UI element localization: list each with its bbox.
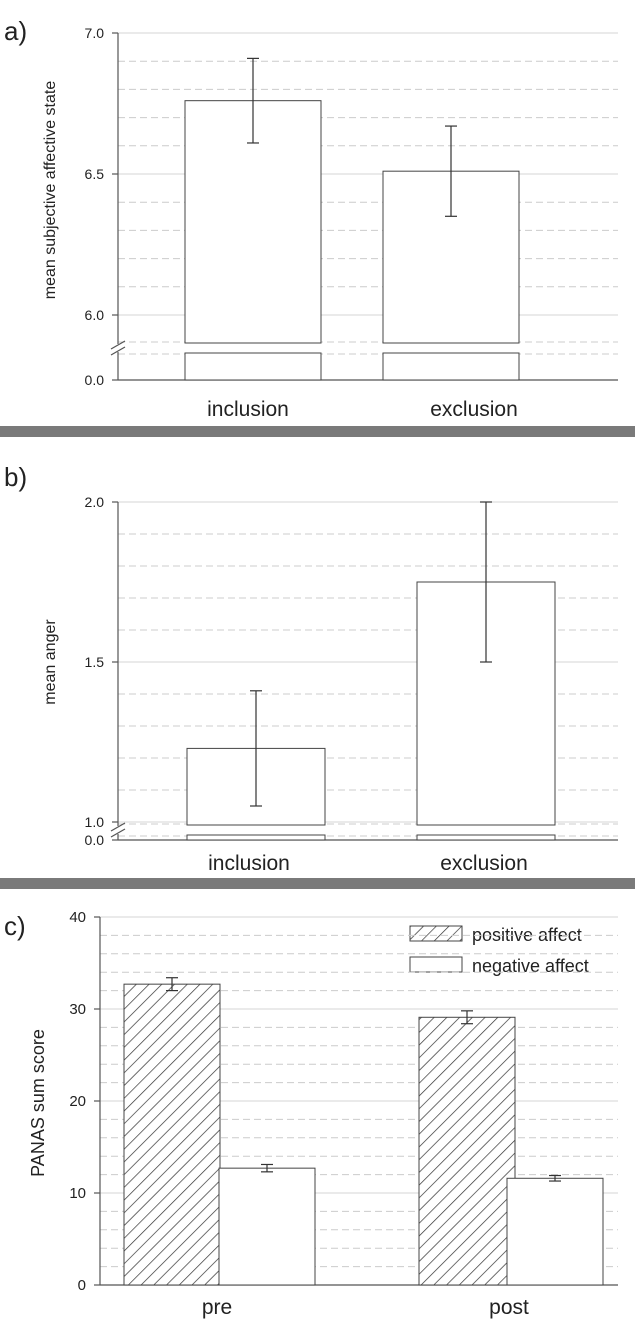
panel-c-letter: c) <box>4 911 26 941</box>
panel-b-y-tick-label: 2.0 <box>85 494 105 510</box>
panel-a-x-label-exclusion: exclusion <box>430 398 518 421</box>
panel-b-y-tick-label: 0.0 <box>85 832 105 848</box>
separator-bar-bottom <box>0 878 635 889</box>
panel-c-y-tick-label: 30 <box>69 1001 86 1018</box>
legend-swatch-positive-affect <box>409 925 463 942</box>
panel-c-bar-post-positive-affect <box>418 1016 516 1286</box>
panel-b-axis-break-mark <box>110 828 126 838</box>
panel-a-y-tick-label: 7.0 <box>85 25 105 41</box>
panel-b-letter: b) <box>4 462 27 492</box>
panel-a-axis-break-gap <box>110 344 126 352</box>
panel-c-y-axis-label: PANAS sum score <box>28 1029 48 1177</box>
panel-c-x-label-post: post <box>489 1296 529 1319</box>
panel-b-y-axis-label: mean anger <box>42 619 59 705</box>
panel-a-y-tick-label: 6.0 <box>85 307 105 323</box>
panel-b-axis-break-mark <box>110 822 126 832</box>
panel-c-bar-post-negative-affect <box>506 1177 604 1286</box>
panel-c-y-tick-label: 10 <box>69 1185 86 1202</box>
panel-c-y-tick-label: 20 <box>69 1093 86 1110</box>
legend-swatch-negative-affect <box>409 956 463 973</box>
panel-b-bar-exclusion-break-gap <box>416 826 556 834</box>
panel-b-y-tick-label: 1.5 <box>85 654 105 670</box>
panel-b-y-tick-label: 1.0 <box>85 814 105 830</box>
panel-a-bar-inclusion-break-gap <box>184 344 322 352</box>
panel-a-x-label-inclusion: inclusion <box>207 398 289 421</box>
panel-a-letter: a) <box>4 16 27 46</box>
legend-label-positive-affect: positive affect <box>472 925 582 945</box>
panel-c-bar-pre-negative-affect <box>218 1167 316 1286</box>
separator-bar-top <box>0 426 635 437</box>
panel-a-bar-inclusion-base <box>184 352 322 381</box>
panel-c-y-tick-label: 40 <box>69 909 86 926</box>
panel-c-y-tick-label: 0 <box>78 1277 86 1294</box>
panel-a-bar-exclusion-break-gap <box>382 344 520 352</box>
legend-label-negative-affect: negative affect <box>472 956 589 976</box>
panel-c-x-label-pre: pre <box>202 1296 232 1319</box>
panel-a-y-axis-label: mean subjective affective state <box>42 81 59 300</box>
panel-c-bar-pre-positive-affect <box>123 983 221 1286</box>
panel-a-y-tick-label: 0.0 <box>85 372 105 388</box>
panel-a-y-tick-label: 6.5 <box>85 166 105 182</box>
legend: positive affect negative affect <box>409 925 589 976</box>
panel-b-x-label-exclusion: exclusion <box>440 852 528 875</box>
panel-a-axis-break-mark <box>110 340 126 350</box>
panel-a-axis-break-mark <box>110 346 126 356</box>
panel-b-bar-exclusion-base <box>416 834 556 841</box>
panel-b-bar-inclusion-break-gap <box>186 826 326 834</box>
panel-a-bar-exclusion-base <box>382 352 520 381</box>
panel-b-axis-break-gap <box>110 826 126 834</box>
panel-b-x-label-inclusion: inclusion <box>208 852 290 875</box>
panel-b-bar-inclusion-base <box>186 834 326 841</box>
